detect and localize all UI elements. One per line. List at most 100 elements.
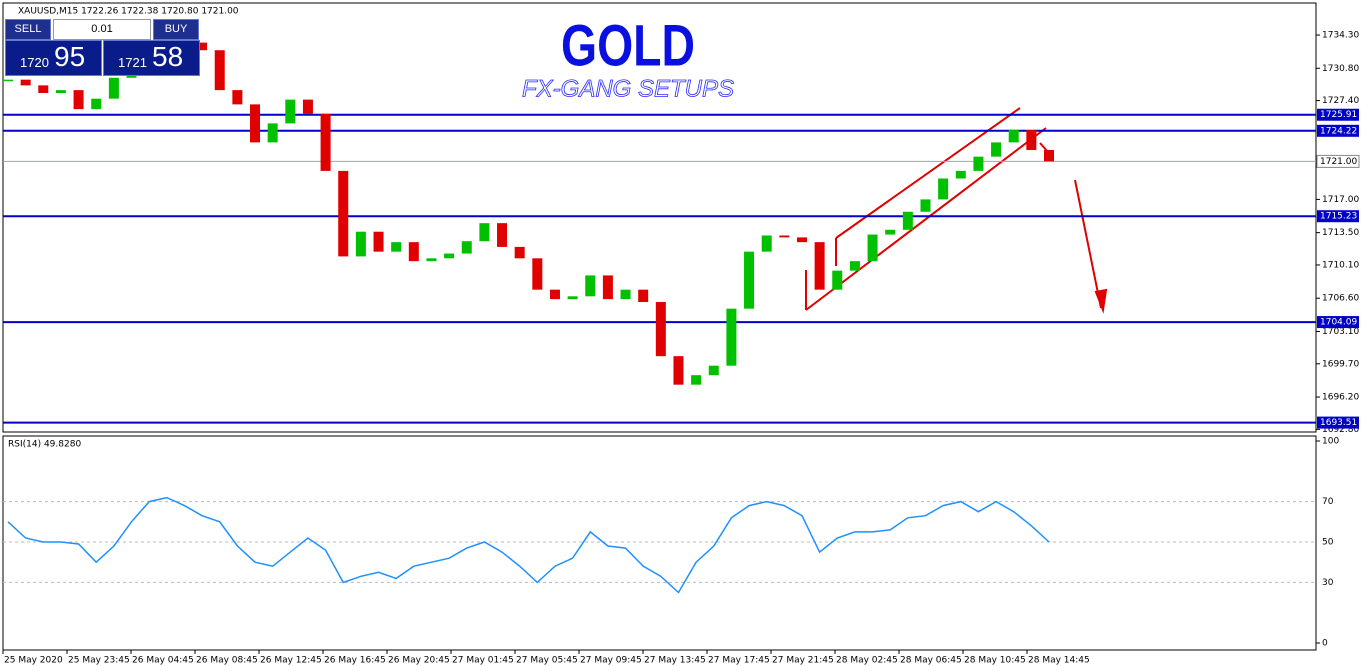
y-tick-label: 0	[1322, 639, 1328, 649]
y-tick-label: 1713.50	[1322, 228, 1359, 238]
candle	[355, 231, 366, 257]
candle	[214, 50, 225, 91]
level-box	[1317, 416, 1359, 429]
candle	[426, 258, 437, 262]
sell-small: 1720	[20, 55, 49, 70]
chart-subtitle: FX-GANG SETUPS	[522, 75, 734, 102]
rsi-title: RSI(14) 49.8280	[8, 440, 81, 450]
candle	[391, 242, 402, 252]
x-tick-label: 27 May 21:45	[772, 656, 834, 666]
candle	[3, 79, 13, 82]
level-box	[1317, 108, 1359, 121]
y-tick-label: 30	[1322, 578, 1334, 588]
x-tick-label: 26 May 08:45	[196, 656, 258, 666]
candle	[567, 296, 578, 300]
x-tick-label: 28 May 02:45	[836, 656, 898, 666]
candle	[585, 275, 596, 297]
x-tick-label: 26 May 16:45	[324, 656, 386, 666]
y-tick-label: 1696.20	[1322, 393, 1359, 403]
level-label: 1725.91	[1320, 110, 1357, 120]
level-box	[1317, 124, 1359, 137]
x-tick-label: 28 May 06:45	[900, 656, 962, 666]
candle	[991, 142, 1002, 157]
candle	[1044, 149, 1054, 162]
sell-big: 95	[54, 41, 86, 72]
buy-big: 58	[152, 41, 184, 72]
y-tick-label: 1699.70	[1322, 359, 1359, 369]
candle	[796, 237, 807, 243]
candle	[302, 99, 313, 114]
candle	[1008, 130, 1019, 143]
candle	[497, 223, 508, 247]
candle	[373, 231, 384, 252]
candle	[20, 79, 31, 86]
candle	[320, 113, 331, 171]
current-price-box	[1316, 154, 1360, 168]
symbol-header: XAUUSD,M15 1722.26 1722.38 1720.80 1721.…	[18, 7, 239, 17]
price-frame	[2, 2, 1317, 433]
candle	[461, 241, 472, 254]
sell-button[interactable]: SELL	[5, 19, 51, 40]
candle	[549, 289, 560, 300]
candle	[708, 365, 719, 376]
candle	[1026, 130, 1037, 150]
trade-panel: SELL 0.01 BUY 1720 95 1721 58	[5, 19, 200, 76]
buy-button[interactable]: BUY	[153, 19, 199, 40]
sell-price[interactable]: 1720 95	[5, 40, 102, 76]
y-tick-label: 1692.80	[1322, 425, 1359, 435]
candle	[902, 211, 913, 230]
level-label: 1715.23	[1320, 212, 1357, 222]
y-tick-label: 50	[1322, 538, 1334, 548]
x-tick-label: 27 May 13:45	[644, 656, 706, 666]
candle	[726, 308, 737, 366]
y-tick-label: 1734.30	[1322, 31, 1359, 41]
candle	[920, 199, 931, 212]
x-tick-label: 26 May 20:45	[388, 656, 450, 666]
candle	[691, 375, 702, 385]
candle	[761, 235, 772, 252]
buy-price[interactable]: 1721 58	[103, 40, 200, 76]
candle	[814, 242, 825, 290]
level-label: 1704.09	[1320, 318, 1357, 328]
candle	[955, 170, 966, 179]
candle	[620, 289, 631, 300]
candle	[973, 156, 984, 171]
y-tick-label: 1727.40	[1322, 96, 1359, 106]
candle	[938, 178, 949, 200]
y-tick-label: 1710.10	[1322, 260, 1359, 270]
y-tick-label: 1706.60	[1322, 294, 1359, 304]
y-tick-label: 1703.10	[1322, 327, 1359, 337]
y-tick-label: 1717.00	[1322, 195, 1359, 205]
candle	[638, 289, 649, 303]
candle	[602, 275, 613, 300]
candle	[744, 251, 755, 309]
y-tick-label: 100	[1322, 437, 1339, 447]
candle	[479, 223, 490, 242]
candle	[867, 234, 878, 262]
x-tick-label: 27 May 09:45	[580, 656, 642, 666]
x-tick-label: 25 May 23:45	[68, 656, 130, 666]
candle	[673, 356, 684, 385]
x-tick-label: 27 May 17:45	[708, 656, 770, 666]
lot-input[interactable]: 0.01	[53, 19, 151, 40]
buy-small: 1721	[118, 55, 147, 70]
candle	[779, 235, 790, 238]
rsi-frame	[2, 435, 1317, 651]
channel	[805, 107, 1108, 314]
candle	[532, 258, 543, 290]
level-label: 1693.51	[1320, 418, 1357, 428]
y-tick-label: 70	[1322, 497, 1334, 507]
current-price-label: 1721.00	[1320, 157, 1357, 167]
candle	[444, 253, 455, 259]
rsi-line	[7, 496, 1050, 594]
candle	[250, 104, 261, 143]
x-tick-label: 28 May 10:45	[964, 656, 1026, 666]
candle	[232, 90, 243, 105]
x-tick-label: 26 May 04:45	[132, 656, 194, 666]
candle	[849, 261, 860, 271]
candle	[408, 242, 419, 262]
candle	[655, 302, 666, 357]
candle	[832, 270, 843, 290]
